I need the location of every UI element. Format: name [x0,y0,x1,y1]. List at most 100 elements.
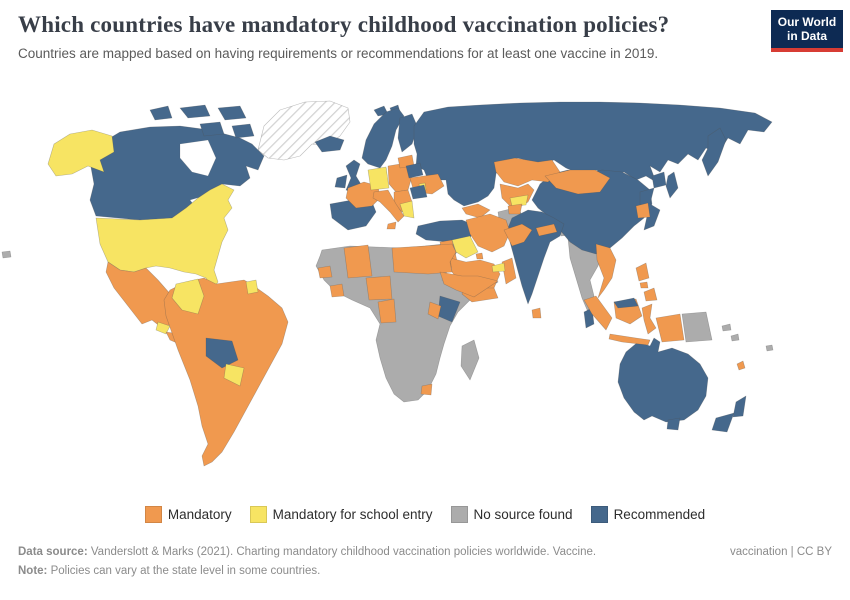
region-philippines-visayas[interactable] [639,281,649,289]
region-arctic-island-4[interactable] [199,121,225,137]
legend-label: Mandatory [167,507,232,522]
region-papua-indonesia[interactable] [655,313,685,343]
region-sumatra[interactable] [583,295,613,331]
legend-swatch-mandatory [144,506,162,523]
region-kamchatka[interactable] [701,127,727,177]
region-pacific-islands[interactable] [1,250,12,259]
choropleth-svg [1,100,774,467]
note-label: Note: [18,565,48,577]
legend-swatch-recommended [590,506,608,523]
region-uae[interactable] [491,262,506,273]
legend-item-recommended[interactable]: Recommended [590,506,706,523]
region-papua-new-guinea[interactable] [681,311,713,343]
region-java[interactable] [608,333,651,346]
region-arctic-island-3[interactable] [217,105,247,121]
region-australia[interactable] [617,337,709,423]
owid-logo-line2: in Data [786,29,827,43]
legend-item-mandatory[interactable]: Mandatory [144,506,232,523]
region-finland[interactable] [397,113,419,153]
region-caucasus[interactable] [461,203,491,219]
region-nigeria[interactable] [365,275,393,301]
page-title: Which countries have mandatory childhood… [18,12,670,37]
legend-item-school-entry[interactable]: Mandatory for school entry [249,506,433,523]
region-new-zealand-north[interactable] [732,395,747,418]
region-guinea-coast[interactable] [329,283,345,298]
legend-item-no-source[interactable]: No source found [450,506,573,523]
region-greenland[interactable] [257,100,351,161]
license-link[interactable]: vaccination | CC BY [729,546,832,558]
region-vietnam[interactable] [595,243,617,299]
legend-label: No source found [473,507,573,522]
region-mongolia[interactable] [544,169,611,195]
region-colombia[interactable] [171,278,205,315]
region-arctic-island-1[interactable] [149,105,173,121]
legend-label: Recommended [613,507,706,522]
region-philippines-luzon[interactable] [635,262,650,282]
region-tasmania[interactable] [666,417,681,431]
region-lesotho[interactable] [420,383,433,396]
data-source-line: Data source: Vanderslott & Marks (2021).… [18,546,596,558]
region-kazakhstan[interactable] [493,157,561,187]
region-ireland[interactable] [334,174,348,189]
region-arctic-island-5[interactable] [231,123,255,139]
region-india[interactable] [507,209,565,305]
legend-swatch-no-source [450,506,468,523]
region-paraguay[interactable] [223,363,245,387]
note-text: Policies can vary at the state level in … [47,565,321,577]
region-sakhalin[interactable] [665,171,679,199]
region-canada[interactable] [89,125,265,221]
region-belarus[interactable] [405,162,424,179]
region-sicily[interactable] [386,221,397,230]
region-new-caledonia[interactable] [736,360,746,371]
region-fiji[interactable] [765,344,774,352]
region-solomon-2[interactable] [730,333,740,342]
region-pakistan[interactable] [503,223,533,247]
region-egypt-libya[interactable] [391,243,457,275]
region-iceland[interactable] [314,135,345,153]
region-ethiopia-somalia[interactable] [439,271,499,298]
region-russia[interactable] [413,101,773,207]
region-gabon-cameroon[interactable] [377,298,397,324]
region-tajikistan[interactable] [507,203,523,215]
chart-header: Which countries have mandatory childhood… [18,12,750,61]
region-iran[interactable] [465,213,511,253]
region-senegal[interactable] [317,265,333,279]
region-mali[interactable] [343,244,373,279]
chart-footer: Data source: Vanderslott & Marks (2021).… [18,546,832,577]
region-guatemala[interactable] [155,321,171,335]
region-arctic-island-2[interactable] [179,104,211,119]
region-malaysia-borneo[interactable] [613,297,639,309]
region-romania[interactable] [409,184,428,200]
region-greece[interactable] [399,200,415,219]
region-philippines-mindanao[interactable] [643,287,658,302]
legend-label: Mandatory for school entry [272,507,433,522]
owid-logo-line1: Our World [777,14,837,29]
data-source-label: Data source: [18,546,88,558]
data-source-text: Vanderslott & Marks (2021). Charting man… [87,546,597,558]
region-germany[interactable] [367,166,390,191]
region-nepal[interactable] [535,223,558,237]
region-alaska[interactable] [47,129,115,177]
region-guyana[interactable] [245,279,259,295]
region-sulawesi[interactable] [641,303,657,335]
region-italy[interactable] [372,189,405,223]
region-oman[interactable] [501,257,517,285]
legend-swatch-school-entry [249,506,267,523]
region-madagascar[interactable] [460,339,480,381]
region-sri-lanka[interactable] [531,307,542,319]
hudson-bay [179,139,217,177]
region-solomon-1[interactable] [721,323,732,332]
region-japan-hokkaido[interactable] [651,171,667,189]
region-new-zealand-south[interactable] [711,412,735,433]
region-tanzania[interactable] [427,301,442,320]
note-line: Note: Policies can vary at the state lev… [18,565,832,577]
chart-subtitle: Countries are mapped based on having req… [18,46,659,61]
owid-logo[interactable]: Our World in Data [771,10,843,52]
region-kyrgyzstan[interactable] [509,194,529,207]
map-legend: Mandatory Mandatory for school entry No … [0,506,850,523]
region-kuwait[interactable] [475,252,484,260]
region-bolivia[interactable] [205,337,239,369]
region-iraq[interactable] [451,235,479,259]
region-south-korea[interactable] [635,202,651,219]
